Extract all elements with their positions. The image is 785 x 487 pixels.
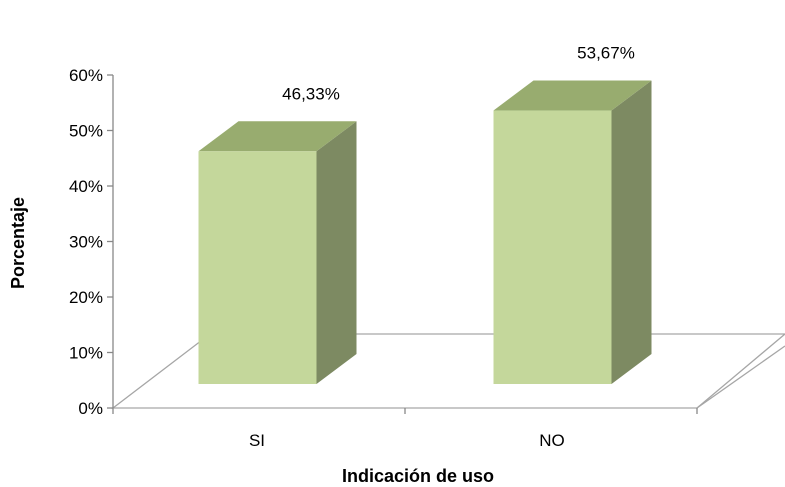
category-labels: SI NO	[112, 408, 698, 450]
bar-top-face	[493, 80, 652, 111]
bar-side-face	[316, 121, 357, 384]
y-tick-label: 50%	[69, 122, 103, 141]
y-tick-label: 20%	[69, 288, 103, 307]
chart-floor	[111, 333, 785, 409]
y-tick-label: 30%	[69, 233, 103, 252]
bar-si	[198, 121, 357, 384]
y-axis-title: Porcentaje	[8, 197, 28, 289]
data-label-no: 53,67%	[577, 44, 635, 63]
bar-front-face	[198, 151, 317, 384]
category-label-no: NO	[539, 431, 565, 450]
bar-top-face	[198, 121, 357, 152]
bar-side-face	[611, 80, 652, 384]
floor-edge	[696, 345, 785, 409]
bar-no	[493, 80, 652, 384]
y-tick-label: 0%	[78, 399, 103, 418]
category-label-si: SI	[249, 431, 265, 450]
x-axis-title: Indicación de uso	[342, 466, 494, 486]
y-tick-label: 60%	[69, 66, 103, 85]
data-labels: 46,33% 53,67%	[282, 44, 635, 104]
y-tick-label: 40%	[69, 177, 103, 196]
bar-series	[198, 80, 652, 384]
y-tick-labels: 0% 10% 20% 30% 40% 50% 60%	[69, 66, 113, 418]
bar-front-face	[493, 110, 612, 384]
data-label-si: 46,33%	[282, 84, 340, 103]
floor-plane	[111, 333, 785, 409]
y-tick-label: 10%	[69, 344, 103, 363]
